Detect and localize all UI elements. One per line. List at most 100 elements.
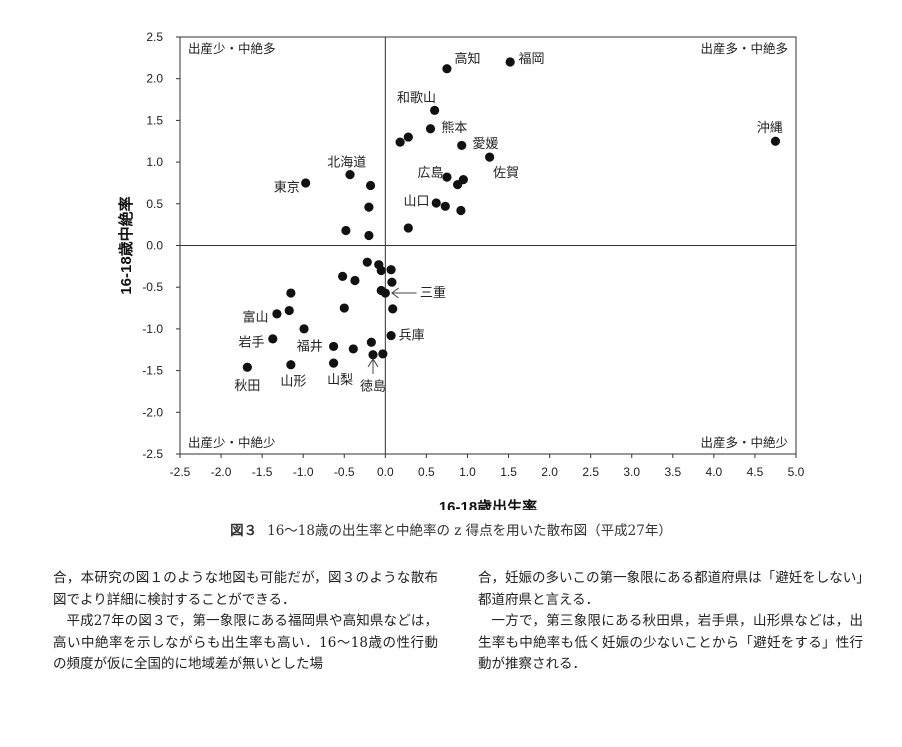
paragraph: 平成27年の図３で，第一象限にある福岡県や高知県などは，高い中絶率を示しながらも…	[53, 613, 438, 672]
paragraph: 一方で，第三象限にある秋田県，岩手県，山形県などは，出生率も中絶率も低く妊娠の少…	[478, 613, 863, 672]
data-point	[268, 334, 278, 344]
quadrant-label-bottom-left: 出産少・中絶少	[188, 435, 276, 450]
data-point	[339, 303, 349, 313]
y-tick-label: 1.0	[146, 155, 163, 169]
point-label: 山口	[404, 193, 430, 208]
y-tick-label: 0.0	[146, 239, 163, 253]
y-tick-label: -2.5	[142, 447, 163, 461]
figure-caption: 図３ 16～18歳の出生率と中絶率の z 得点を用いた散布図（平成27年）	[0, 519, 902, 539]
paragraph: 合，本研究の図１のような地図も可能だが，図３のような散布図でより詳細に検討するこ…	[53, 570, 438, 608]
y-tick-label: -2.0	[142, 405, 163, 419]
x-tick-label: -0.5	[334, 465, 355, 479]
data-point	[301, 178, 311, 188]
data-point	[395, 137, 405, 147]
figure-caption-text: 16～18歳の出生率と中絶率の z 得点を用いた散布図（平成27年）	[267, 523, 672, 539]
x-tick-label: 0.0	[377, 465, 394, 479]
point-label: 佐賀	[493, 165, 519, 180]
data-point	[345, 170, 355, 180]
x-tick-label: -2.5	[170, 465, 191, 479]
data-point	[388, 304, 398, 314]
point-label: 東京	[274, 179, 300, 194]
data-point	[378, 349, 388, 359]
y-tick-label: 2.5	[146, 30, 163, 44]
data-point	[387, 277, 397, 287]
x-tick-label: 4.0	[706, 465, 723, 479]
point-label: 高知	[454, 51, 480, 66]
data-point	[338, 271, 348, 281]
data-point	[376, 265, 386, 276]
quadrant-label-top-right: 出産多・中絶多	[700, 41, 788, 56]
x-tick-label: 1.5	[500, 465, 517, 479]
data-point	[286, 288, 296, 298]
data-point	[425, 124, 436, 134]
scatter-chart: 2.5 2.0 1.5 1.0 0.5 0.0 -0.5 -1.0 -1.5 -2.0 -2.5 -2…	[117, 30, 805, 510]
data-point	[386, 330, 396, 341]
data-point	[505, 57, 515, 67]
figure-number: 図３	[230, 523, 258, 539]
point-label: 秋田	[234, 378, 260, 393]
paragraph: 合，妊娠の多いこの第一象限にある都道府県は「避妊をしない」都道府県と言える．	[478, 570, 863, 608]
arrow-icon	[367, 357, 379, 368]
x-tick-label: 4.5	[747, 465, 764, 479]
x-tick-label: 3.0	[623, 465, 640, 479]
data-point	[350, 275, 360, 286]
data-point	[456, 205, 466, 216]
data-point	[284, 305, 294, 316]
data-point	[364, 230, 374, 241]
x-tick-label: 1.0	[459, 465, 476, 479]
point-label: 兵庫	[399, 328, 425, 343]
data-point	[442, 64, 452, 74]
data-point	[380, 288, 390, 298]
data-point	[328, 358, 339, 368]
x-tick-label: -1.5	[252, 465, 273, 479]
data-point	[365, 180, 376, 191]
data-point	[430, 105, 440, 115]
point-label: 徳島	[360, 379, 386, 394]
x-tick-label: -2.0	[211, 465, 232, 479]
point-label: 三重	[420, 285, 446, 300]
y-tick-label: 0.5	[146, 197, 163, 211]
point-label: 山梨	[327, 372, 353, 387]
point-label: 福井	[297, 339, 323, 354]
data-point	[366, 337, 376, 347]
x-tick-label: -1.0	[293, 465, 314, 479]
point-label: 和歌山	[397, 90, 436, 105]
x-tick-label: 2.0	[541, 465, 558, 479]
data-point	[242, 362, 252, 372]
y-tick-label: -0.5	[142, 280, 163, 294]
point-label: 広島	[417, 165, 443, 180]
point-label: 富山	[243, 309, 269, 324]
x-tick-label: 0.5	[418, 465, 435, 479]
y-tick-label: -1.0	[142, 322, 163, 336]
x-axis-title: 16-18歳出生率	[439, 498, 537, 510]
data-point	[458, 175, 468, 185]
y-tick-label: 2.0	[146, 72, 163, 86]
point-label: 福岡	[519, 51, 545, 66]
data-point	[341, 225, 351, 236]
quadrant-label-top-left: 出産少・中絶多	[188, 41, 276, 56]
point-label: 愛媛	[473, 136, 499, 151]
data-point	[348, 344, 358, 354]
data-point	[286, 360, 296, 370]
data-point	[442, 172, 452, 182]
data-point	[328, 341, 339, 352]
x-tick-label: 3.5	[664, 465, 681, 479]
data-point	[431, 198, 441, 208]
y-tick-label: 1.5	[146, 113, 163, 127]
data-point	[272, 309, 282, 319]
point-label: 北海道	[327, 154, 366, 169]
data-point	[485, 152, 495, 162]
y-axis-title: 16-18歳中絶率	[117, 196, 135, 294]
point-label: 山形	[280, 374, 306, 389]
quadrant-label-bottom-right: 出産多・中絶少	[700, 435, 788, 450]
data-point	[299, 324, 309, 334]
point-label: 沖縄	[757, 120, 783, 135]
y-tick-label: -1.5	[142, 364, 163, 378]
point-label: 岩手	[238, 334, 264, 349]
x-tick-label: 5.0	[788, 465, 805, 479]
arrow-icon	[391, 287, 399, 299]
data-point	[457, 140, 467, 151]
data-point	[364, 202, 374, 212]
data-point	[770, 136, 781, 146]
body-column-right: 合，妊娠の多いこの第一象限にある都道府県は「避妊をしない」都道府県と言える． 一…	[478, 568, 863, 676]
